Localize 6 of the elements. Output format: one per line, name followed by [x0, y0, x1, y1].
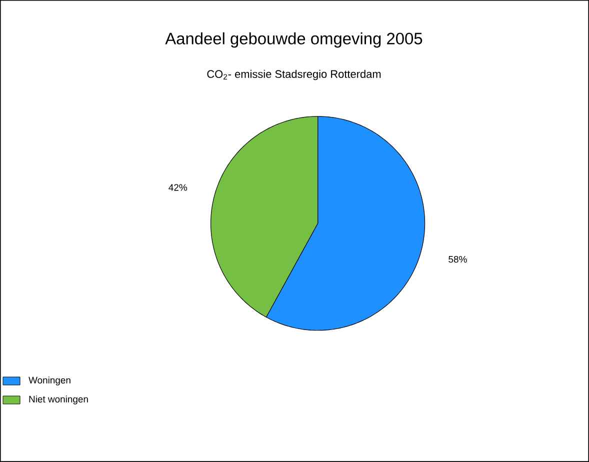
- data-label: 42%: [168, 184, 188, 191]
- chart-title: Aandeel gebouwde omgeving 2005: [165, 32, 422, 48]
- legend-label: Niet woningen: [29, 396, 88, 404]
- legend-label: Woningen: [28, 376, 70, 386]
- chart-subtitle: CO$_{2}$- emissie Stadsregio Rotterdam: [207, 70, 381, 80]
- data-label: 58%: [448, 256, 467, 263]
